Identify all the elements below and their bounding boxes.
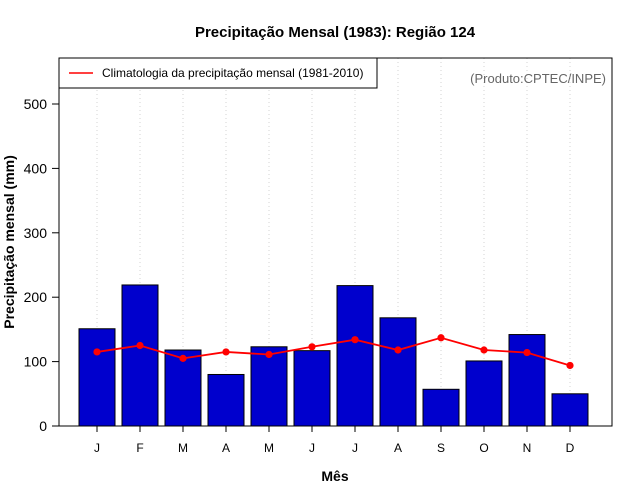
bar-0 <box>78 328 116 427</box>
x-tick-label: A <box>222 441 230 455</box>
climatology-point-11 <box>566 361 574 370</box>
legend-box <box>58 57 378 89</box>
chart-title: Precipitação Mensal (1983): Região 124 <box>195 24 476 41</box>
climatology-point-3 <box>222 348 230 356</box>
climatology-point-6 <box>351 336 359 344</box>
climatology-point-5 <box>308 343 316 351</box>
climatology-line <box>96 336 571 367</box>
bar-series <box>78 284 589 427</box>
y-tick-label: 300 <box>24 225 48 241</box>
climatology-point-1 <box>136 341 144 350</box>
y-axis: 0 100 200 300 400 500 <box>24 96 59 434</box>
x-tick-label: O <box>479 441 488 455</box>
bar-3 <box>207 373 245 427</box>
y-tick-label: 400 <box>24 160 48 176</box>
x-tick-label: F <box>136 441 143 455</box>
bar-9 <box>465 360 503 427</box>
y-tick-label: 200 <box>24 289 48 305</box>
climatology-point-0 <box>93 348 101 356</box>
bar-5 <box>293 350 331 427</box>
climatology-points <box>93 334 574 370</box>
x-tick-label: M <box>264 441 274 455</box>
climatology-point-10 <box>523 348 531 357</box>
climatology-line-series <box>96 336 571 367</box>
x-tick-label: S <box>437 441 445 455</box>
bar-11 <box>551 393 589 427</box>
bar-1 <box>121 284 159 427</box>
bar-10 <box>508 334 546 427</box>
x-tick-label: M <box>178 441 188 455</box>
y-tick-label: 100 <box>24 354 48 370</box>
climatology-point-9 <box>480 346 488 354</box>
x-tick-label: A <box>394 441 402 455</box>
y-tick-label: 500 <box>24 96 48 112</box>
y-axis-label: Precipitação mensal (mm) <box>1 155 17 329</box>
x-axis-label: Mês <box>321 468 348 484</box>
y-tick-label: 0 <box>39 418 47 434</box>
product-credit-annotation: (Produto:CPTEC/INPE) <box>470 71 606 86</box>
legend: Climatologia da precipitação mensal (198… <box>58 57 378 89</box>
bar-2 <box>164 349 202 427</box>
x-tick-label: J <box>309 441 315 455</box>
x-tick-label: N <box>523 441 532 455</box>
grid-lines <box>96 58 571 426</box>
bar-4 <box>250 346 288 427</box>
x-tick-label: J <box>94 441 100 455</box>
climatology-point-4 <box>265 350 273 359</box>
climatology-point-7 <box>394 346 402 354</box>
climatology-point-8 <box>437 334 445 342</box>
x-tick-label: D <box>566 441 575 455</box>
x-tick-label: J <box>352 441 358 455</box>
bar-6 <box>336 285 374 427</box>
climatology-point-2 <box>179 354 187 362</box>
bar-7 <box>379 317 417 427</box>
bar-8 <box>422 388 460 427</box>
legend-entry-label: Climatologia da precipitação mensal (198… <box>102 66 363 80</box>
